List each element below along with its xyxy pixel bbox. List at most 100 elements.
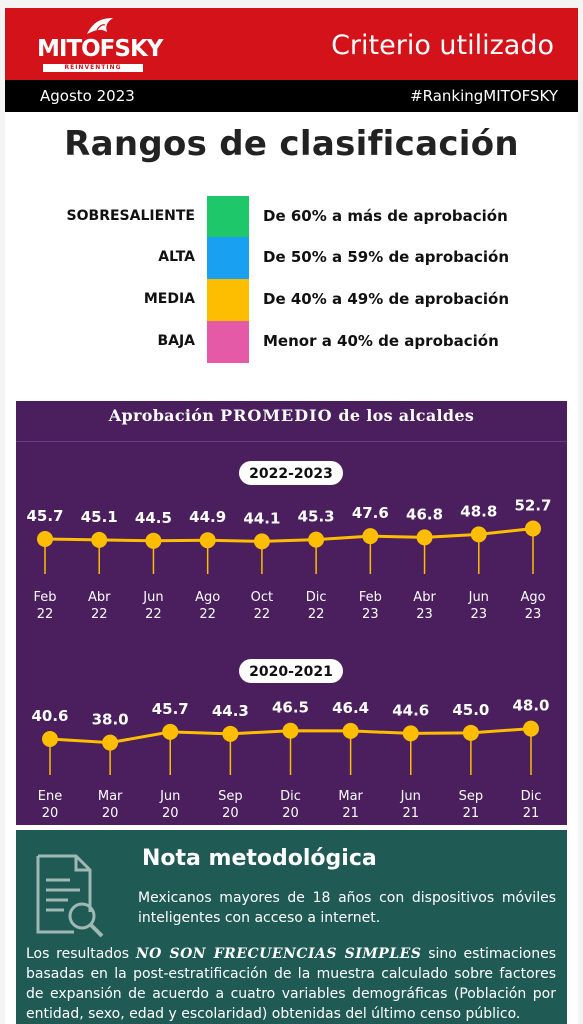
page-title: Rangos de clasificación <box>64 124 519 164</box>
chart-0-tick-year-5: 22 <box>308 607 325 622</box>
chart-0-point-8 <box>470 526 487 543</box>
bird-logo-icon <box>87 18 113 34</box>
chart-0-tick-year-8: 23 <box>471 607 488 622</box>
range-swatch-sobresaliente <box>207 196 249 238</box>
chart-1-point-8 <box>523 720 539 737</box>
approval-charts: 2022-2023 45.7 Feb 22 45.1 Abr 22 44.5 Jun 22 44.9… <box>26 461 552 821</box>
chart-0-tick-month-1: Abr <box>88 590 111 605</box>
note-paragraph-1: Mexicanos mayores de 18 años con disposi… <box>138 890 556 926</box>
note-p2-post: sino estimaciones basadas en la post-est… <box>26 946 556 1022</box>
chart-1-point-0 <box>42 731 58 747</box>
chart-1-tick-month-3: Sep <box>218 789 243 804</box>
chart-0-tick-year-2: 22 <box>145 607 162 622</box>
chart-0-point-7 <box>416 529 433 546</box>
chart-0-tick-year-0: 22 <box>37 607 54 622</box>
range-label-alta: ALTA <box>158 249 195 265</box>
panel-title-post: de los alcaldes <box>332 406 475 425</box>
chart-0-tick-month-7: Abr <box>413 590 436 605</box>
chart-0-point-3 <box>199 532 216 549</box>
methodology-note: Nota metodológica Mexicanos mayores de 1… <box>16 830 567 1024</box>
chart-1-tick-month-5: Mar <box>338 789 363 804</box>
chart-0-point-6 <box>362 528 379 545</box>
chart-0-data-label-2: 44.5 <box>135 509 172 527</box>
chart-0-data-label-9: 52.7 <box>514 497 551 515</box>
chart-1-tick-month-8: Dic <box>521 789 542 804</box>
chart-1-data-label-0: 40.6 <box>31 707 68 725</box>
chart-1-data-label-8: 48.0 <box>512 697 549 715</box>
infographic-page: MITOFSKY REINVENTING RESEARCH Criterio u… <box>5 8 578 1024</box>
chart-0-tick-year-3: 22 <box>199 607 216 622</box>
chart-1-tick-year-1: 20 <box>102 806 119 821</box>
chart-1-data-label-1: 38.0 <box>92 711 129 729</box>
panel-title: Aprobación PROMEDIO de los alcaldes <box>16 406 567 425</box>
chart-0-tick-month-3: Ago <box>195 590 220 605</box>
chart-1-data-label-3: 44.3 <box>212 702 249 720</box>
chart-1-tick-year-4: 20 <box>282 806 299 821</box>
range-desc-media: De 40% a 49% de aprobación <box>263 290 510 308</box>
chart-1-data-label-5: 46.4 <box>332 699 369 717</box>
chart-0-tick-month-5: Dic <box>306 590 327 605</box>
chart-0-data-label-7: 46.8 <box>406 505 443 523</box>
hashtag: #RankingMITOFSKY <box>410 87 558 105</box>
chart-0-point-5 <box>308 531 325 548</box>
chart-0-data-label-6: 47.6 <box>352 504 389 522</box>
chart-1-data-label-6: 44.6 <box>392 701 429 719</box>
note-p2-pre: Los resultados <box>26 946 136 962</box>
chart-1-data-label-7: 45.0 <box>452 701 489 719</box>
chart-panel: Aprobación PROMEDIO de los alcaldes 2022… <box>16 401 567 825</box>
chart-0-data-label-5: 45.3 <box>298 508 335 526</box>
chart-0-tick-month-6: Feb <box>359 590 382 605</box>
chart-0-tick-year-7: 23 <box>416 607 433 622</box>
report-date: Agosto 2023 <box>40 87 135 105</box>
note-p2-bold: NO SON FRECUENCIAS SIMPLES <box>135 946 422 962</box>
range-swatch-baja <box>207 321 249 363</box>
logo-wordmark: MITOFSKY <box>37 36 163 62</box>
chart-1-tick-month-6: Jun <box>400 789 421 804</box>
chart-1-point-2 <box>162 723 179 740</box>
chart-1-tick-year-8: 21 <box>523 806 540 821</box>
chart-0-tick-year-1: 22 <box>91 607 108 622</box>
chart-1-title: 2020-2021 <box>249 664 333 680</box>
chart-0-tick-year-6: 23 <box>362 607 379 622</box>
subheader-bar <box>5 80 578 112</box>
chart-0-tick-month-0: Feb <box>33 590 56 605</box>
panel-title-pre: Aprobación <box>108 406 221 425</box>
chart-0-point-1 <box>91 531 108 548</box>
chart-0-series-line <box>44 527 534 543</box>
range-label-media: MEDIA <box>143 291 195 307</box>
chart-1-tick-month-4: Dic <box>280 789 301 804</box>
chart-0-data-label-4: 44.1 <box>243 509 280 527</box>
document-search-icon <box>36 854 104 938</box>
chart-0-point-4 <box>253 533 270 550</box>
chart-1-tick-month-2: Jun <box>159 789 180 804</box>
note-title: Nota metodológica <box>142 846 377 871</box>
chart-1-point-5 <box>342 722 359 739</box>
chart-0-tick-year-9: 23 <box>525 607 542 622</box>
range-swatch-media <box>207 279 249 321</box>
chart-1-tick-month-0: Ene <box>38 789 62 804</box>
chart-1-tick-month-7: Sep <box>459 789 484 804</box>
note-paragraph-2: Los resultados NO SON FRECUENCIAS SIMPLE… <box>26 944 556 1024</box>
chart-0-title: 2022-2023 <box>249 466 333 482</box>
chart-1-point-3 <box>222 725 239 742</box>
chart-1-point-6 <box>402 725 419 742</box>
chart-0-title-pill <box>239 461 343 485</box>
chart-1-tick-year-3: 20 <box>222 806 239 821</box>
chart-1-point-7 <box>462 724 479 741</box>
chart-0-data-label-1: 45.1 <box>81 508 118 526</box>
chart-1-tick-month-1: Mar <box>98 789 123 804</box>
chart-0-tick-year-4: 22 <box>254 607 271 622</box>
chart-0-point-9 <box>525 520 541 537</box>
chart-1-tick-year-7: 21 <box>463 806 480 821</box>
chart-0-data-label-3: 44.9 <box>189 508 226 526</box>
range-label-baja: BAJA <box>157 333 195 349</box>
chart-0-data-label-0: 45.7 <box>26 507 63 525</box>
panel-title-bold: PROMEDIO <box>220 406 333 425</box>
chart-1-data-label-4: 46.5 <box>272 699 309 717</box>
chart-0-point-0 <box>37 531 53 547</box>
range-desc-alta: De 50% a 59% de aprobación <box>263 248 510 266</box>
chart-1-data-label-2: 45.7 <box>152 700 189 718</box>
header-title: Criterio utilizado <box>331 30 554 61</box>
chart-0-data-label-8: 48.8 <box>460 502 497 520</box>
